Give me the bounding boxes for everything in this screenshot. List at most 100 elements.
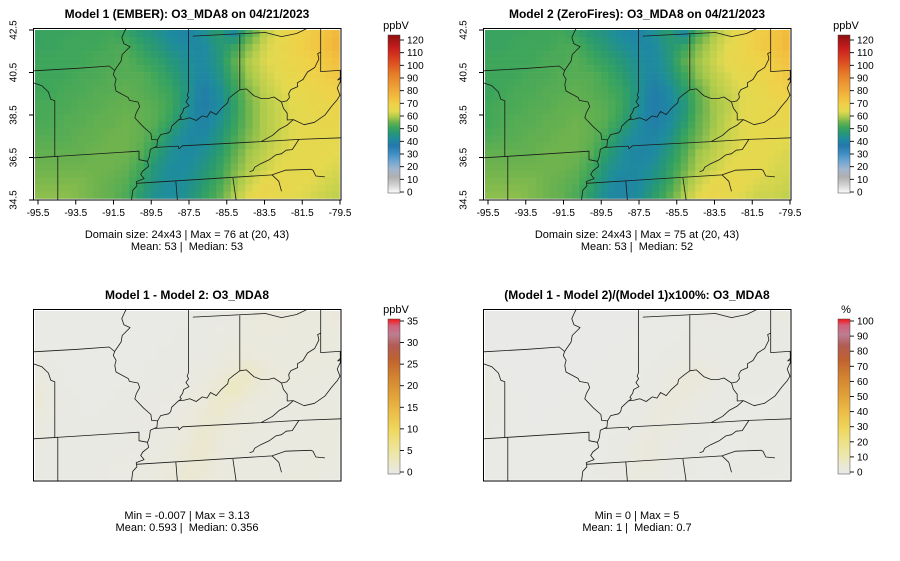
plot-frame <box>33 28 342 201</box>
svg-text:70: 70 <box>857 362 869 373</box>
svg-text:40: 40 <box>857 407 869 418</box>
colorbar: % 0 10 20 30 40 50 60 70 80 90 100 <box>837 304 874 479</box>
colorbar-unit-label: ppbV <box>833 20 859 32</box>
svg-text:-85.5: -85.5 <box>665 208 688 219</box>
svg-text:-93.5: -93.5 <box>64 208 87 219</box>
x-axis: -95.5 -93.5 -91.5 -89.5 -87.5 -85.5 -83.5 -81.5… <box>27 200 352 219</box>
svg-text:30: 30 <box>857 150 869 161</box>
svg-text:38.5: 38.5 <box>9 105 20 125</box>
svg-text:36.5: 36.5 <box>459 147 470 167</box>
svg-text:-83.5: -83.5 <box>253 208 276 219</box>
svg-text:5: 5 <box>407 446 413 457</box>
svg-text:60: 60 <box>857 377 869 388</box>
plot-frame <box>483 309 792 482</box>
map-svg-model2: -95.5 -93.5 -91.5 -89.5 -87.5 -85.5 -83.5 -81.5… <box>459 20 875 219</box>
svg-text:80: 80 <box>857 86 869 97</box>
svg-text:60: 60 <box>857 112 869 123</box>
stats-line-1: Min = -0.007 | Max = 3.13 <box>124 510 250 522</box>
svg-text:110: 110 <box>407 48 423 59</box>
panel-title-model1: Model 1 (EMBER): O3_MDA8 on 04/21/2023 <box>64 7 310 21</box>
svg-text:40.5: 40.5 <box>9 62 20 82</box>
svg-text:40: 40 <box>857 137 869 148</box>
svg-text:42.5: 42.5 <box>9 20 20 40</box>
state-boundaries <box>33 309 341 481</box>
svg-text:50: 50 <box>857 392 869 403</box>
raster-layer <box>485 30 790 199</box>
panel-stats-diff: Min = -0.007 | Max = 3.13 Mean: 0.593 | … <box>13 510 361 534</box>
svg-text:-87.5: -87.5 <box>178 208 201 219</box>
stats-line-2: Mean: 53 | Median: 52 <box>580 241 694 253</box>
svg-text:40.5: 40.5 <box>459 62 470 82</box>
svg-text:80: 80 <box>407 86 419 97</box>
svg-text:10: 10 <box>857 452 869 463</box>
svg-text:0: 0 <box>407 468 413 479</box>
svg-text:-91.5: -91.5 <box>552 208 575 219</box>
svg-text:36.5: 36.5 <box>9 147 20 167</box>
svg-text:-91.5: -91.5 <box>102 208 125 219</box>
panel-pct: (Model 1 - Model 2)/(Model 1)x100%: O3_M… <box>450 281 900 561</box>
svg-text:0: 0 <box>407 188 413 199</box>
svg-text:-93.5: -93.5 <box>514 208 537 219</box>
panel-model2: Model 2 (ZeroFires): O3_MDA8 on 04/21/20… <box>450 0 900 280</box>
svg-text:80: 80 <box>857 347 869 358</box>
map-svg-diff: ppbV 0 5 10 15 20 25 30 35 <box>33 304 419 482</box>
svg-text:10: 10 <box>407 424 419 435</box>
colorbar-unit-label: ppbV <box>383 20 409 32</box>
svg-text:100: 100 <box>857 317 874 328</box>
svg-text:34.5: 34.5 <box>9 190 20 210</box>
stats-line-1: Min = 0 | Max = 5 <box>594 510 680 522</box>
svg-text:90: 90 <box>857 74 869 85</box>
stats-line-1: Domain size: 24x43 | Max = 75 at (20, 43… <box>534 229 740 241</box>
panel-title-model2: Model 2 (ZeroFires): O3_MDA8 on 04/21/20… <box>508 7 766 21</box>
svg-text:40: 40 <box>407 137 419 148</box>
svg-text:70: 70 <box>407 99 419 110</box>
raster-layer <box>35 30 340 199</box>
colorbar: ppbV 0 5 10 15 20 25 30 35 <box>383 304 418 479</box>
state-boundaries <box>33 28 341 200</box>
y-axis: 42.5 40.5 38.5 36.5 34.5 <box>459 20 484 210</box>
svg-text:-81.5: -81.5 <box>291 208 314 219</box>
svg-text:120: 120 <box>857 36 874 47</box>
svg-text:20: 20 <box>407 162 419 173</box>
svg-text:-81.5: -81.5 <box>741 208 764 219</box>
svg-text:-95.5: -95.5 <box>27 208 50 219</box>
svg-text:-89.5: -89.5 <box>590 208 613 219</box>
stats-line-2: Mean: 0.593 | Median: 0.356 <box>115 522 259 534</box>
colorbar-unit-label: % <box>841 304 851 316</box>
colorbar-unit-label: ppbV <box>383 304 409 316</box>
svg-text:110: 110 <box>857 48 873 59</box>
plot-frame <box>33 309 342 482</box>
svg-text:-79.5: -79.5 <box>329 208 352 219</box>
raster-layer <box>35 311 340 480</box>
panel-stats-pct: Min = 0 | Max = 5 Mean: 1 | Median: 0.7 <box>463 510 811 534</box>
svg-text:30: 30 <box>407 150 419 161</box>
svg-text:10: 10 <box>857 175 869 186</box>
map-svg-model1: -95.5 -93.5 -91.5 -89.5 -87.5 -85.5 -83.5 -81.5… <box>9 20 425 219</box>
svg-text:30: 30 <box>407 338 419 349</box>
svg-text:20: 20 <box>857 437 869 448</box>
stats-line-2: Mean: 53 | Median: 53 <box>130 241 244 253</box>
svg-text:120: 120 <box>407 36 424 47</box>
svg-text:50: 50 <box>857 124 869 135</box>
svg-text:20: 20 <box>407 381 419 392</box>
state-boundaries <box>483 28 791 200</box>
y-axis: 42.5 40.5 38.5 36.5 34.5 <box>9 20 34 210</box>
x-axis: -95.5 -93.5 -91.5 -89.5 -87.5 -85.5 -83.5 -81.5… <box>477 200 802 219</box>
svg-text:-87.5: -87.5 <box>628 208 651 219</box>
svg-text:38.5: 38.5 <box>459 105 470 125</box>
panel-model1: Model 1 (EMBER): O3_MDA8 on 04/21/2023 -… <box>0 0 450 280</box>
svg-text:25: 25 <box>407 360 419 371</box>
panel-title-pct: (Model 1 - Model 2)/(Model 1)x100%: O3_M… <box>504 288 770 302</box>
svg-text:90: 90 <box>407 74 419 85</box>
plot-frame <box>483 28 792 201</box>
stats-line-2: Mean: 1 | Median: 0.7 <box>582 522 692 534</box>
svg-text:42.5: 42.5 <box>459 20 470 40</box>
svg-text:35: 35 <box>407 317 419 328</box>
svg-text:-83.5: -83.5 <box>703 208 726 219</box>
svg-text:-79.5: -79.5 <box>779 208 802 219</box>
svg-text:10: 10 <box>407 175 419 186</box>
svg-text:0: 0 <box>857 188 863 199</box>
state-boundaries <box>483 309 791 481</box>
